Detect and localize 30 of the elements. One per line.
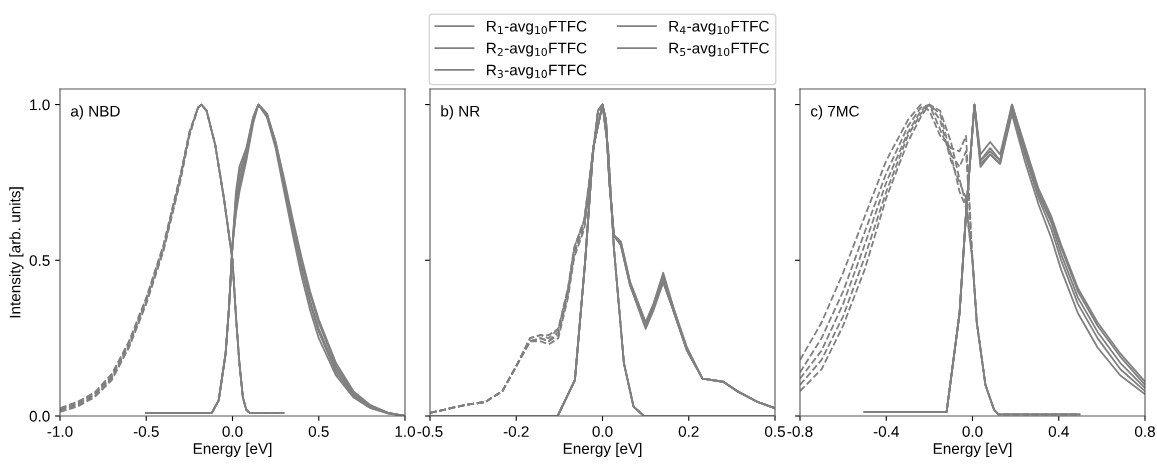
x-axis-title: Energy [eV] — [563, 442, 642, 457]
x-axis-title: Energy [eV] — [933, 442, 1012, 457]
x-tick-label: -0.4 — [873, 426, 899, 437]
x-tick-label: -0.5 — [133, 426, 159, 437]
x-tick-label: 0.0 — [222, 426, 243, 437]
x-axis-title: Energy [eV] — [193, 442, 272, 457]
y-axis-title: Intensity [arb. units] — [9, 187, 24, 318]
legend-label: R$_{2}$-avg$_{10}$FTFC — [487, 42, 587, 57]
y-tick-label: 0.5 — [29, 255, 50, 266]
legend-label: R$_{4}$-avg$_{10}$FTFC — [669, 20, 769, 35]
x-tick-label: 1.0 — [395, 426, 416, 437]
x-tick-label: 0.0 — [592, 426, 613, 437]
legend-label: R$_{1}$-avg$_{10}$FTFC — [487, 20, 587, 35]
y-tick-label: 1.0 — [30, 99, 50, 111]
x-tick-label: -0.5 — [417, 426, 443, 437]
x-tick-label: 0.0 — [962, 426, 983, 437]
x-tick-label: 0.5 — [308, 426, 329, 437]
x-tick-label: 0.2 — [678, 426, 699, 437]
x-tick-label: 0.5 — [764, 426, 785, 437]
legend-label: R$_{3}$-avg$_{10}$FTFC — [487, 64, 587, 79]
x-tick-label: 0.4 — [1048, 426, 1069, 437]
annotation: a) NBD — [71, 105, 120, 120]
x-tick-label: -0.2 — [503, 426, 529, 437]
x-tick-label: -0.8 — [787, 426, 813, 437]
annotation: b) NR — [441, 105, 480, 120]
y-tick-label: 0.0 — [29, 410, 50, 422]
x-tick-label: 0.8 — [1134, 426, 1155, 437]
x-tick-label: -1.0 — [47, 426, 73, 437]
annotation: c) 7MC — [811, 105, 859, 120]
legend-label: R$_{5}$-avg$_{10}$FTFC — [669, 42, 769, 57]
